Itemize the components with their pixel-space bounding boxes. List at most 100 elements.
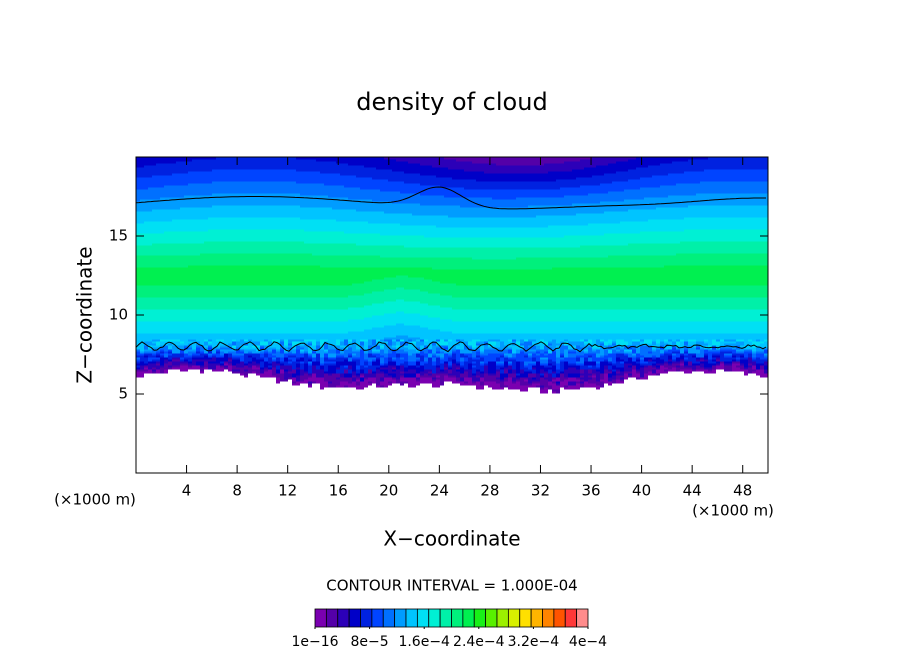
field-cell [332, 321, 336, 334]
field-cell [356, 211, 360, 222]
field-cell [728, 297, 732, 310]
field-cell [696, 345, 700, 348]
field-cell [356, 233, 360, 246]
field-cell [672, 297, 676, 310]
field-cell [532, 345, 536, 350]
field-cell [384, 235, 388, 246]
field-cell [264, 341, 268, 346]
field-cell [740, 157, 744, 170]
field-cell [360, 177, 364, 190]
field-cell [360, 211, 364, 222]
field-cell [420, 185, 424, 196]
field-cell [204, 345, 208, 348]
field-cell [332, 353, 336, 358]
field-cell [276, 377, 280, 384]
field-cell [392, 367, 396, 370]
field-cell [720, 217, 724, 230]
field-cell [216, 205, 220, 218]
field-cell [716, 363, 720, 366]
field-cell [144, 355, 148, 358]
field-cell [692, 217, 696, 230]
field-cell [676, 183, 680, 196]
field-cell [672, 363, 676, 368]
field-cell [592, 333, 596, 346]
field-cell [244, 297, 248, 310]
field-cell [364, 281, 368, 294]
field-cell [168, 255, 172, 268]
field-cell [736, 357, 740, 360]
field-cell [684, 217, 688, 230]
field-cell [760, 241, 764, 254]
field-cell [496, 173, 500, 182]
field-cell [160, 351, 164, 354]
field-cell [740, 345, 744, 348]
field-cell [584, 235, 588, 246]
field-cell [608, 345, 612, 350]
field-cell [532, 333, 536, 340]
field-cell [440, 295, 444, 308]
field-cell [408, 365, 412, 370]
field-cell [552, 339, 556, 350]
field-cell [756, 193, 760, 206]
field-cell [400, 203, 404, 214]
field-cell [388, 373, 392, 376]
field-cell [140, 361, 144, 366]
field-cell [220, 333, 224, 340]
colorbar-label: 3.2e−4 [508, 634, 560, 650]
field-cell [568, 171, 572, 180]
field-cell [208, 343, 212, 346]
field-cell [160, 347, 164, 350]
field-cell [748, 353, 752, 358]
field-cell [152, 243, 156, 256]
field-cell [308, 297, 312, 310]
field-cell [488, 163, 492, 174]
field-cell [704, 333, 708, 340]
field-cell [180, 285, 184, 298]
field-cell [516, 375, 520, 378]
field-cell [652, 267, 656, 286]
field-cell [372, 211, 376, 224]
field-cell [480, 353, 484, 356]
field-cell [696, 333, 700, 342]
field-cell [292, 373, 296, 378]
field-cell [628, 309, 632, 322]
field-cell [332, 373, 336, 388]
field-cell [612, 363, 616, 366]
field-cell [680, 297, 684, 310]
field-cell [432, 353, 436, 356]
field-cell [636, 321, 640, 334]
field-cell [268, 341, 272, 346]
field-cell [748, 367, 752, 374]
field-cell [540, 197, 544, 206]
field-cell [348, 209, 352, 222]
field-cell [296, 361, 300, 364]
field-cell [712, 285, 716, 298]
field-cell [184, 255, 188, 268]
field-cell [340, 267, 344, 286]
field-cell [572, 377, 576, 382]
colorbar-swatch [576, 608, 589, 628]
field-cell [316, 309, 320, 322]
field-cell [572, 333, 576, 342]
field-cell [148, 353, 152, 358]
field-cell [460, 161, 464, 170]
field-cell [212, 157, 216, 160]
field-cell [372, 233, 376, 246]
field-cell [692, 157, 696, 160]
field-cell [600, 267, 604, 286]
field-cell [340, 297, 344, 310]
field-cell [320, 333, 324, 340]
field-cell [424, 157, 428, 166]
field-cell [544, 357, 548, 360]
field-cell [564, 267, 568, 286]
field-cell [652, 157, 656, 166]
field-cell [568, 341, 572, 346]
field-cell [332, 363, 336, 366]
field-cell [464, 355, 468, 358]
field-cell [600, 381, 604, 388]
field-cell [436, 345, 440, 348]
field-cell [652, 197, 656, 210]
field-cell [692, 253, 696, 266]
field-cell [200, 219, 204, 232]
field-cell [596, 349, 600, 354]
